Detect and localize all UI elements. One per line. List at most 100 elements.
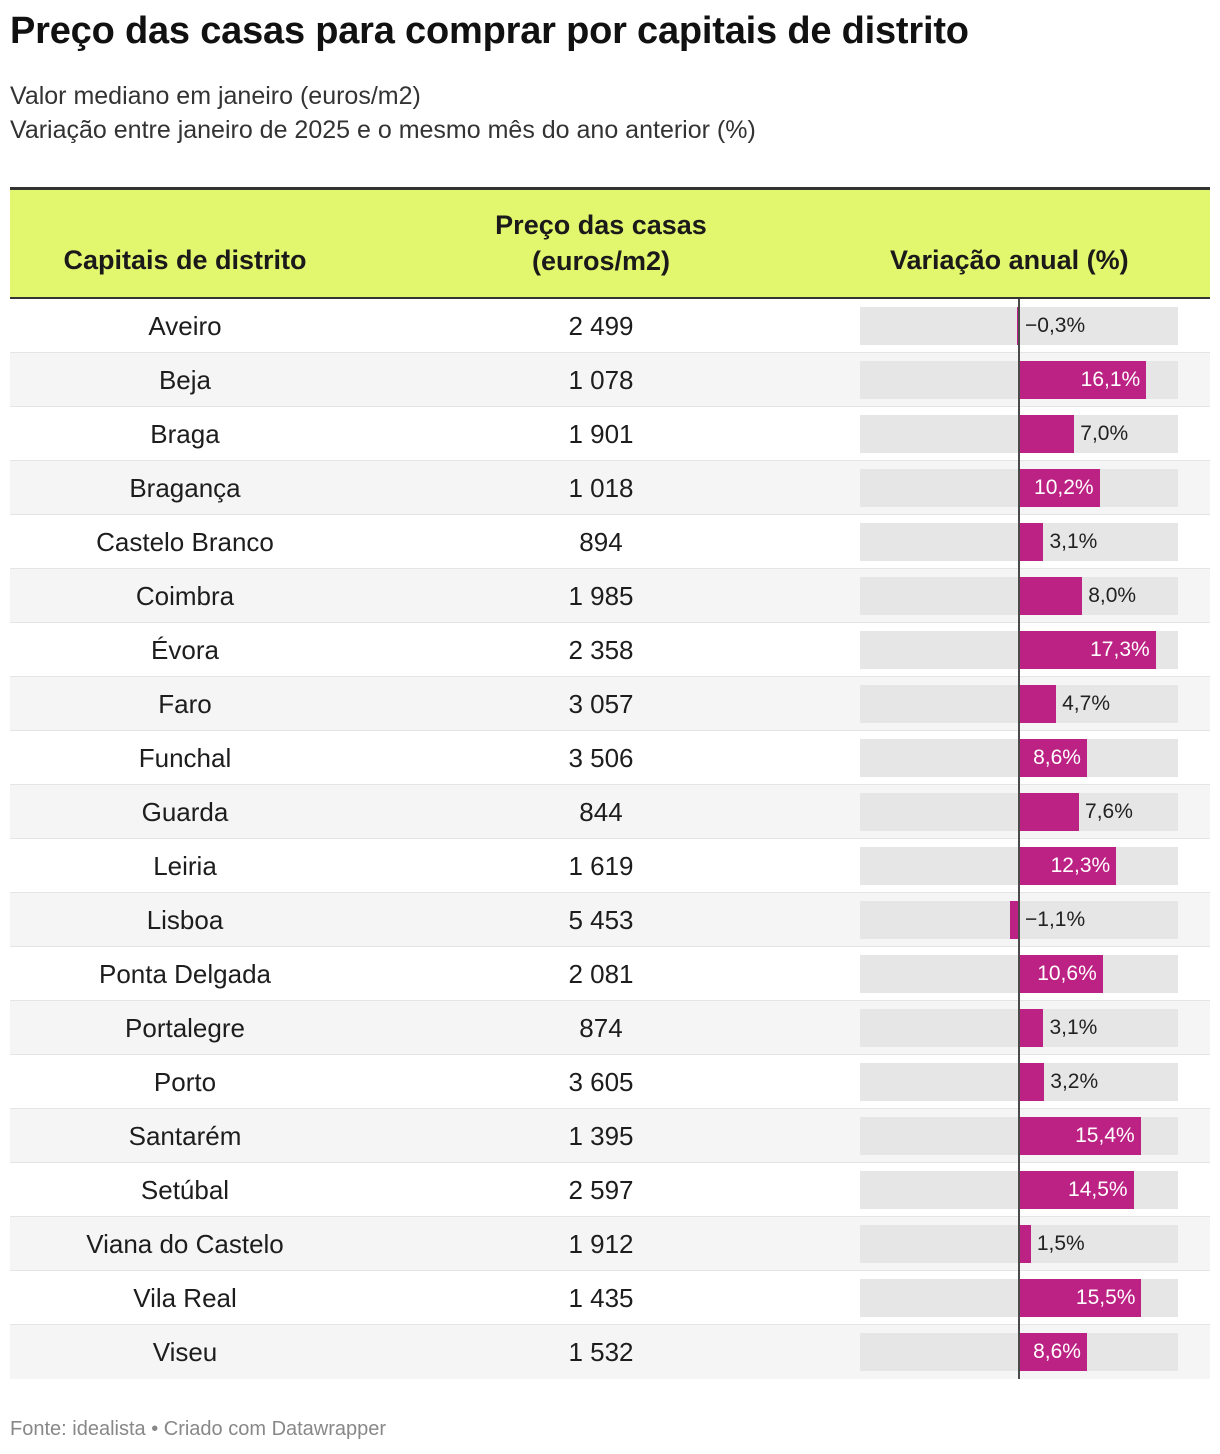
zero-axis-line: [1018, 299, 1020, 1379]
table-row: Aveiro 2 499 −0,3%: [10, 299, 1210, 353]
price-cell: 5 453: [568, 905, 634, 935]
variation-bar: [1019, 1009, 1044, 1047]
variation-label: 12,3%: [1050, 854, 1111, 877]
variation-bar: [1019, 739, 1087, 777]
table-row: Santarém 1 395 15,4%: [10, 1109, 1210, 1163]
variation-bar: [1019, 955, 1103, 993]
price-cell: 1 078: [568, 365, 634, 395]
capital-cell: Castelo Branco: [96, 527, 274, 557]
variation-label: 7,6%: [1085, 800, 1133, 823]
variation-label: 15,5%: [1075, 1286, 1136, 1309]
variation-bar: [1019, 847, 1117, 885]
capital-cell: Santarém: [128, 1121, 242, 1151]
price-cell: 1 901: [568, 419, 634, 449]
capital-cell: Vila Real: [133, 1283, 237, 1313]
table-top-rule: [10, 187, 1210, 190]
capital-cell: Beja: [158, 365, 212, 395]
price-cell: 2 597: [568, 1175, 634, 1205]
variation-bar: [1019, 1171, 1134, 1209]
variation-label: 10,6%: [1037, 962, 1097, 985]
price-cell: 1 395: [568, 1121, 634, 1151]
capital-cell: Viseu: [152, 1337, 218, 1367]
variation-bar: [1019, 793, 1080, 831]
table-row: Évora 2 358 17,3%: [10, 623, 1210, 677]
column-header-price[interactable]: Preço das casas (euros/m2): [495, 210, 707, 276]
price-cell: 3 057: [568, 689, 634, 719]
capital-cell: Porto: [153, 1067, 217, 1097]
variation-bar: [1019, 1225, 1031, 1263]
variation-bar: [1019, 1333, 1087, 1371]
price-cell: 3 506: [568, 743, 634, 773]
capital-cell: Évora: [151, 635, 219, 665]
table-row: Bragança 1 018 10,2%: [10, 461, 1210, 515]
price-cell: 1 532: [568, 1337, 634, 1367]
column-header-variation[interactable]: Variação anual (%): [890, 245, 1129, 275]
variation-label: 16,1%: [1080, 368, 1141, 391]
table-row: Coimbra 1 985 8,0%: [10, 569, 1210, 623]
table-row: Porto 3 605 3,2%: [10, 1055, 1210, 1109]
variation-label: 8,6%: [1033, 746, 1081, 769]
variation-label: 8,6%: [1033, 1340, 1081, 1363]
table-row: Viana do Castelo 1 912 1,5%: [10, 1217, 1210, 1271]
variation-bar: [1010, 901, 1019, 939]
capital-cell: Ponta Delgada: [98, 959, 272, 989]
variation-label: 4,7%: [1062, 692, 1110, 715]
price-cell: 1 018: [568, 473, 634, 503]
chart-subtitle-line1: Valor mediano em janeiro (euros/m2): [10, 82, 421, 110]
table-header: Capitais de distrito Preço das casas (eu…: [10, 190, 1210, 299]
capital-cell: Braga: [150, 419, 220, 449]
variation-label: 14,5%: [1068, 1178, 1128, 1201]
table-row: Lisboa 5 453 −1,1%: [10, 893, 1210, 947]
capital-cell: Funchal: [138, 743, 232, 773]
price-cell: 1 619: [568, 851, 634, 881]
variation-label: 15,4%: [1075, 1124, 1135, 1147]
variation-label: 7,0%: [1080, 422, 1129, 445]
capital-cell: Leiria: [153, 851, 217, 881]
table-row: Ponta Delgada 2 081 10,6%: [10, 947, 1210, 1001]
capital-cell: Coimbra: [135, 581, 235, 611]
price-cell: 1 435: [568, 1283, 634, 1313]
capital-cell: Aveiro: [148, 311, 222, 341]
variation-bar: [1019, 415, 1075, 453]
variation-bar: [1019, 523, 1044, 561]
table-row: Beja 1 078 16,1%: [10, 353, 1210, 407]
price-cell: 1 985: [568, 581, 634, 611]
variation-label: −0,3%: [1025, 314, 1086, 337]
capital-cell: Lisboa: [146, 905, 224, 935]
table-row: Viseu 1 532 8,6%: [10, 1325, 1210, 1379]
table-row: Vila Real 1 435 15,5%: [10, 1271, 1210, 1325]
column-header-capital[interactable]: Capitais de distrito: [63, 245, 307, 275]
table-row: Funchal 3 506 8,6%: [10, 731, 1210, 785]
capital-cell: Faro: [158, 689, 212, 719]
variation-bar: [1019, 1117, 1141, 1155]
table-row: Portalegre 874 3,1%: [10, 1001, 1210, 1055]
price-cell: 2 358: [568, 635, 634, 665]
variation-bar: [1019, 469, 1100, 507]
variation-bar: [1019, 577, 1083, 615]
price-cell: 2 499: [568, 311, 634, 341]
table-row: Setúbal 2 597 14,5%: [10, 1163, 1210, 1217]
price-cell: 844: [579, 797, 623, 827]
capital-cell: Bragança: [129, 473, 241, 503]
chart-subtitle-line2: Variação entre janeiro de 2025 e o mesmo…: [10, 116, 756, 144]
price-cell: 894: [579, 527, 623, 557]
variation-bar: [1019, 631, 1156, 669]
variation-label: 10,2%: [1034, 476, 1094, 499]
variation-bar: [1019, 1063, 1045, 1101]
variation-label: 3,2%: [1050, 1070, 1099, 1093]
table-row: Guarda 844 7,6%: [10, 785, 1210, 839]
table-body: Aveiro 2 499 −0,3% Beja 1 078 16,1% Braga 1 901…: [10, 299, 1210, 1379]
variation-label: 17,3%: [1090, 638, 1150, 661]
variation-label: 3,1%: [1049, 1016, 1098, 1039]
capital-cell: Setúbal: [140, 1175, 230, 1205]
table-row: Castelo Branco 894 3,1%: [10, 515, 1210, 569]
price-cell: 2 081: [568, 959, 634, 989]
price-cell: 1 912: [568, 1229, 634, 1259]
table-row: Braga 1 901 7,0%: [10, 407, 1210, 461]
variation-label: 3,1%: [1049, 530, 1098, 553]
chart-title: Preço das casas para comprar por capitai…: [10, 10, 969, 52]
price-cell: 3 605: [568, 1067, 634, 1097]
variation-bar: [1019, 1279, 1142, 1317]
table-row: Faro 3 057 4,7%: [10, 677, 1210, 731]
variation-label: −1,1%: [1025, 908, 1086, 931]
